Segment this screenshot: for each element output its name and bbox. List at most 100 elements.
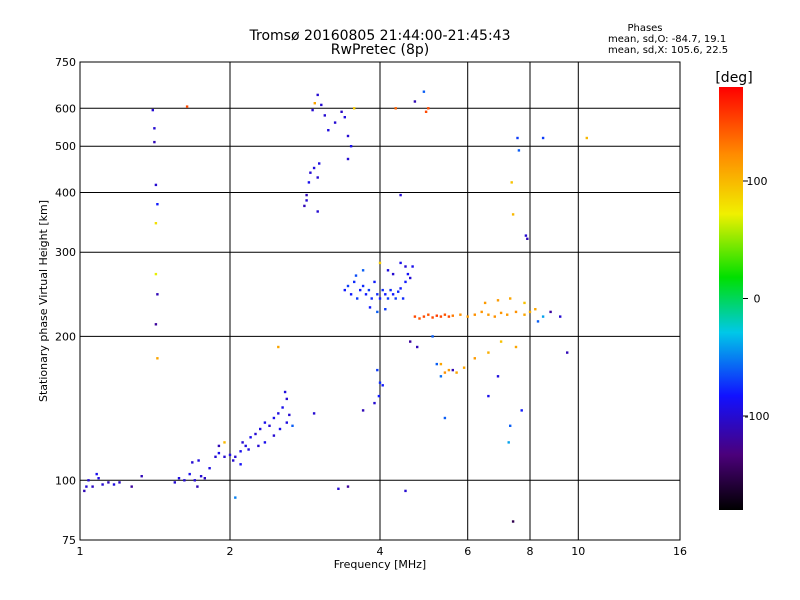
x-axis-label: Frequency [MHz] <box>334 558 426 571</box>
data-point <box>394 297 397 300</box>
data-point <box>534 308 537 311</box>
data-point <box>499 340 503 343</box>
data-point <box>435 314 438 317</box>
data-point <box>496 299 500 302</box>
data-point <box>312 412 316 415</box>
data-point <box>416 345 419 349</box>
data-point <box>156 293 159 296</box>
data-point <box>520 409 523 412</box>
data-point <box>249 436 252 439</box>
data-point <box>455 371 458 374</box>
data-point <box>244 444 247 448</box>
data-point <box>511 213 515 216</box>
data-point <box>373 280 376 284</box>
data-point <box>427 313 430 316</box>
data-point <box>409 276 412 280</box>
data-point <box>487 394 490 398</box>
data-point <box>140 475 143 478</box>
data-point <box>268 424 271 427</box>
data-point <box>97 477 100 480</box>
data-point <box>559 315 562 318</box>
data-point <box>285 421 288 424</box>
data-point <box>247 448 250 451</box>
y-tick-label: 75 <box>62 534 76 547</box>
data-point <box>349 145 353 148</box>
data-point <box>356 297 359 300</box>
data-point <box>422 315 426 318</box>
data-point <box>439 362 443 366</box>
data-point <box>585 136 588 140</box>
data-point <box>462 366 466 369</box>
data-point <box>447 368 451 372</box>
data-point <box>154 272 158 276</box>
data-point <box>228 453 232 457</box>
data-point <box>254 432 257 436</box>
data-point <box>386 269 390 272</box>
data-point <box>391 293 395 296</box>
data-point <box>411 265 414 268</box>
data-point <box>541 136 545 140</box>
data-point <box>87 479 90 482</box>
data-point <box>377 394 381 398</box>
data-point <box>323 114 326 117</box>
data-point <box>153 140 156 144</box>
data-point <box>399 287 402 290</box>
x-axis: 1 2 4 6 8 10 16 <box>77 545 688 558</box>
data-point <box>418 317 421 320</box>
data-point <box>234 496 237 499</box>
data-point <box>431 335 434 338</box>
data-point <box>364 293 368 296</box>
data-point <box>413 315 417 318</box>
stats-line-o: mean, sd,O: -84.7, 19.1 <box>608 34 726 45</box>
data-point <box>156 357 159 360</box>
data-point <box>404 280 407 284</box>
data-point <box>523 313 526 316</box>
data-point <box>199 475 203 478</box>
data-point <box>316 176 319 179</box>
data-point <box>83 489 86 493</box>
data-point <box>277 412 280 415</box>
data-point <box>451 368 454 372</box>
data-point <box>183 479 186 482</box>
x-tick-label: 10 <box>571 545 585 558</box>
data-point <box>112 483 116 486</box>
data-point <box>327 129 330 132</box>
data-point <box>526 237 529 240</box>
data-point <box>107 481 110 484</box>
data-point <box>401 297 405 300</box>
data-point <box>316 210 319 213</box>
data-point <box>459 313 462 316</box>
data-point <box>188 472 191 476</box>
data-point <box>307 181 311 184</box>
y-tick-label: 750 <box>55 56 76 69</box>
data-point <box>443 313 447 316</box>
stats-line-x: mean, sd,X: 105.6, 22.5 <box>608 45 728 56</box>
data-point <box>536 320 540 323</box>
data-point <box>549 310 552 314</box>
y-tick-label: 600 <box>55 102 76 115</box>
colorbar-label: [deg] <box>715 70 752 86</box>
stats-heading: Phases <box>627 23 662 34</box>
data-point <box>346 485 350 488</box>
data-point <box>499 311 503 315</box>
data-point <box>378 297 382 300</box>
data-point <box>277 345 280 349</box>
data-point <box>343 116 346 119</box>
y-axis-label: Stationary phase Virtual Height [km] <box>37 200 50 402</box>
data-point <box>439 315 443 318</box>
colorbar-tick-label: 100 <box>747 175 768 188</box>
data-point <box>223 455 226 458</box>
data-point <box>483 301 487 305</box>
data-point <box>370 297 373 300</box>
data-point <box>305 199 308 202</box>
data-point <box>185 105 189 108</box>
data-point <box>378 261 382 265</box>
data-point <box>278 427 282 431</box>
data-point <box>303 204 306 208</box>
data-point <box>217 451 221 455</box>
data-point <box>217 444 221 448</box>
data-point <box>384 308 387 311</box>
chart-subtitle: RwPretec (8p) <box>331 42 429 58</box>
data-point <box>85 485 88 488</box>
